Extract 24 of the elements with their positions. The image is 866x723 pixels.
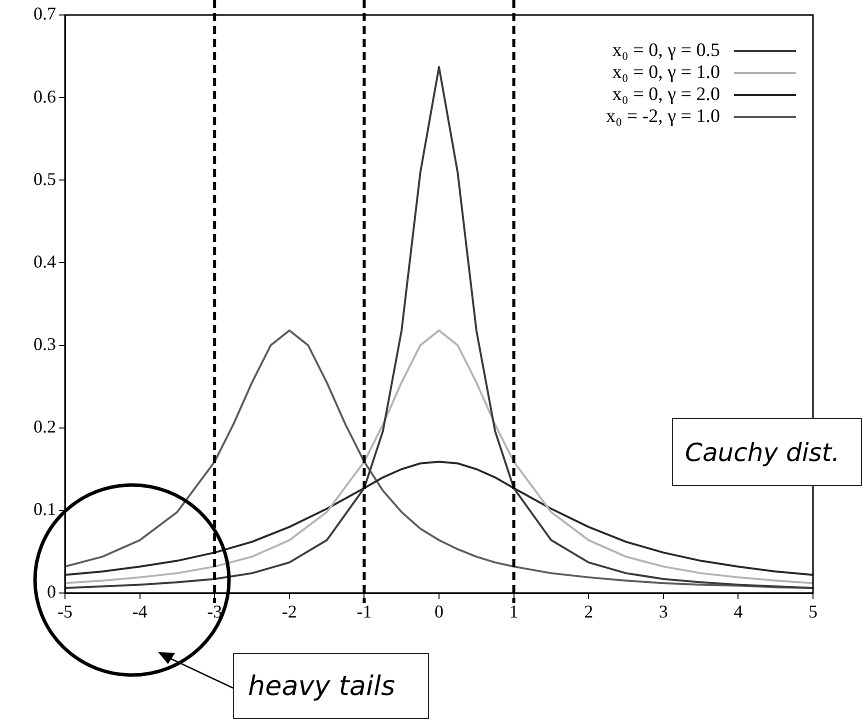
text: heavy tails xyxy=(233,653,429,719)
x-tick-label: 2 xyxy=(584,602,594,622)
legend-label: x₀ = -2, γ = 1.0 xyxy=(606,106,720,128)
y-tick-label: 0.6 xyxy=(34,86,56,106)
x-tick-label: 5 xyxy=(808,602,818,622)
x-tick-label: 1 xyxy=(509,602,518,622)
annotation: Cauchy dist. xyxy=(672,418,862,486)
y-tick-label: 0.4 xyxy=(34,251,56,272)
legend-label: x₀ = 0, γ = 1.0 xyxy=(612,62,720,84)
x-tick-label: -2 xyxy=(282,602,297,622)
x-tick-label: -1 xyxy=(356,602,372,622)
y-tick-label: 0.5 xyxy=(34,168,56,189)
y-tick-label: 0.1 xyxy=(34,499,56,520)
legend-label: x₀ = 0, γ = 0.5 xyxy=(612,40,720,62)
x-tick-label: -5 xyxy=(58,602,72,622)
y-tick-label: 0.2 xyxy=(34,416,56,437)
legend-label: x₀ = 0, γ = 2.0 xyxy=(612,84,720,106)
x-tick-label: 0 xyxy=(434,602,444,622)
y-tick-label: 0 xyxy=(47,582,56,602)
y-tick-label: 0.7 xyxy=(34,4,56,24)
x-tick-label: 3 xyxy=(658,602,668,622)
x-tick-label: -4 xyxy=(132,602,148,622)
x-tick-label: 4 xyxy=(734,602,743,622)
y-tick-label: 0.3 xyxy=(34,334,56,354)
